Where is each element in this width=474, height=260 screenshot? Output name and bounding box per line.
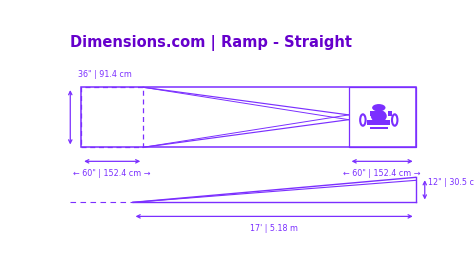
- Bar: [370, 111, 374, 116]
- Bar: [82, 87, 416, 147]
- Circle shape: [372, 104, 385, 111]
- Bar: [82, 87, 143, 147]
- Bar: [367, 120, 390, 125]
- Bar: [370, 127, 388, 129]
- Bar: [349, 87, 416, 147]
- Text: ← 60" | 152.4 cm →: ← 60" | 152.4 cm →: [73, 169, 151, 178]
- Text: Dimensions.com | Ramp - Straight: Dimensions.com | Ramp - Straight: [70, 35, 352, 51]
- Text: ← 60" | 152.4 cm →: ← 60" | 152.4 cm →: [343, 169, 421, 178]
- Bar: [388, 111, 392, 116]
- Text: 12" | 30.5 cm: 12" | 30.5 cm: [428, 178, 474, 187]
- Ellipse shape: [371, 110, 387, 122]
- Text: 17' | 5.18 m: 17' | 5.18 m: [250, 224, 298, 233]
- Text: 36" | 91.4 cm: 36" | 91.4 cm: [78, 70, 131, 79]
